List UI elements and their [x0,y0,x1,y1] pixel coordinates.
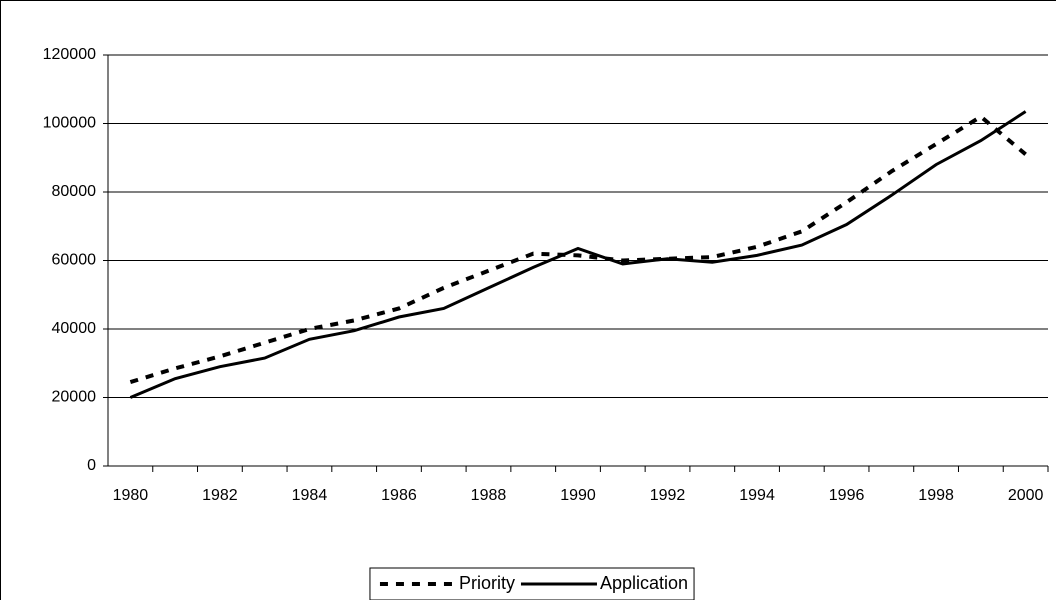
y-tick-label: 20000 [52,389,97,406]
legend-label: Application [600,573,688,593]
legend-label: Priority [459,573,515,593]
x-tick-label: 1986 [381,487,417,504]
y-tick-label: 40000 [52,320,97,337]
data-line [129,110,1027,399]
y-tick-label: 120000 [43,46,96,63]
x-tick-label: 1998 [918,487,954,504]
y-tick-label: 0 [87,457,96,474]
x-tick-label: 1990 [560,487,596,504]
x-tick-label: 1988 [471,487,507,504]
legend: Priority Application [369,567,695,600]
x-tick-label: 1996 [829,487,865,504]
data-line [129,114,1027,384]
x-tick-label: 1982 [202,487,238,504]
x-tick-label: 2000 [1008,487,1044,504]
x-tick-label: 1980 [113,487,149,504]
y-tick-label: 60000 [52,252,97,269]
x-tick-label: 1992 [650,487,686,504]
x-tick-label: 1994 [739,487,775,504]
x-tick-label: 1984 [292,487,328,504]
y-tick-label: 80000 [52,183,97,200]
y-tick-label: 100000 [43,115,96,132]
